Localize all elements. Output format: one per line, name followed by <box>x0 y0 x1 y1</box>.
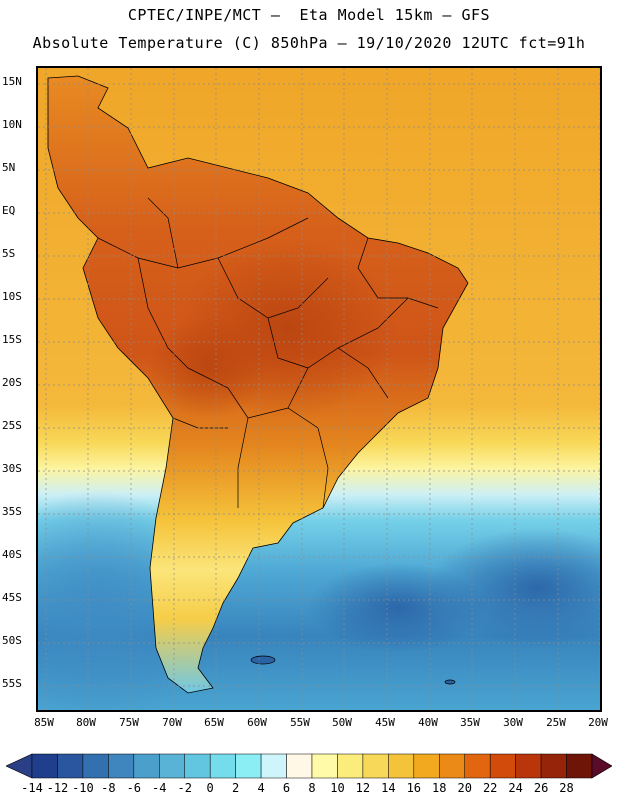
longitude-label: 50W <box>332 716 352 729</box>
cold-atlantic-zone-2 <box>308 563 488 653</box>
colorbar-cell <box>388 753 415 779</box>
longitude-label: 60W <box>247 716 267 729</box>
colorbar-label: 6 <box>282 781 291 795</box>
colorbar-label: 2 <box>232 781 240 795</box>
colorbar-cell <box>209 753 236 779</box>
colorbar-cell <box>235 753 262 779</box>
colorbar-high-arrow <box>591 753 612 779</box>
longitude-label: 45W <box>375 716 395 729</box>
colorbar-label: -8 <box>101 781 116 795</box>
colorbar-label: -14 <box>21 781 43 795</box>
colorbar-label: 4 <box>257 781 265 795</box>
longitude-label: 25W <box>546 716 566 729</box>
falkland-islands <box>250 655 276 665</box>
lat-lon-grid <box>38 68 600 710</box>
colorbar-cell <box>57 753 84 779</box>
colorbar-cell <box>540 753 567 779</box>
colorbar-label: 18 <box>432 781 447 795</box>
colorbar-cell <box>566 753 593 779</box>
latitude-label: EQ <box>2 204 16 217</box>
colorbar-label: 24 <box>508 781 523 795</box>
latitude-label: 5N <box>2 161 16 174</box>
longitude-label: 40W <box>418 716 438 729</box>
colorbar-label: -6 <box>126 781 142 795</box>
colorbar-cell <box>439 753 465 779</box>
colorbar-cell <box>82 753 109 779</box>
south-georgia-island <box>444 679 456 685</box>
colorbar-label: 16 <box>406 781 422 795</box>
latitude-label: 15N <box>2 75 22 88</box>
latitude-label: 50S <box>2 634 22 647</box>
latitude-label: 15S <box>2 333 22 346</box>
color-legend <box>6 753 612 779</box>
latitude-label: 45S <box>2 591 22 604</box>
colorbar-label: 22 <box>482 781 498 795</box>
colorbar-cell <box>337 753 364 779</box>
colorbar-label: 8 <box>308 781 316 795</box>
colorbar-label: 12 <box>355 781 371 795</box>
latitude-label: 5S <box>2 247 16 260</box>
colorbar-cell <box>260 753 287 779</box>
colorbar-cell <box>286 753 313 779</box>
longitude-label: 70W <box>162 716 182 729</box>
colorbar-label: -10 <box>72 781 94 795</box>
colorbar-label: 26 <box>533 781 549 795</box>
colorbar-cell <box>159 753 185 779</box>
colorbar-cell <box>464 753 491 779</box>
longitude-label: 35W <box>460 716 480 729</box>
colorbar-label: -12 <box>46 781 69 795</box>
colorbar-cell <box>133 753 160 779</box>
longitude-label: 20W <box>588 716 608 729</box>
colorbar-cell <box>515 753 542 779</box>
latitude-label: 20S <box>2 376 22 389</box>
longitude-label: 80W <box>76 716 96 729</box>
colorbar-label: 14 <box>381 781 396 795</box>
colorbar-label: -2 <box>177 781 192 795</box>
temperature-map <box>38 68 600 710</box>
colorbar-cell <box>184 753 211 779</box>
latitude-label: 10S <box>2 290 22 303</box>
latitude-label: 25S <box>2 419 22 432</box>
latitude-label: 40S <box>2 548 22 561</box>
hot-zone-bolivia <box>148 318 268 418</box>
longitude-label: 65W <box>204 716 224 729</box>
longitude-label: 55W <box>290 716 310 729</box>
colorbar-label: 0 <box>206 781 214 795</box>
colorbar-label: 28 <box>559 781 574 795</box>
latitude-label: 35S <box>2 505 22 518</box>
longitude-label: 85W <box>34 716 54 729</box>
map-frame <box>36 66 602 712</box>
title-line-1: CPTEC/INPE/MCT – Eta Model 15km – GFS <box>127 6 491 24</box>
colorbar-low-arrow <box>6 753 33 779</box>
colorbar-label: -4 <box>152 781 167 795</box>
colorbar-cell <box>311 753 338 779</box>
colorbar-cell <box>489 753 516 779</box>
colorbar-cell <box>413 753 440 779</box>
longitude-label: 30W <box>503 716 523 729</box>
longitude-label: 75W <box>119 716 139 729</box>
latitude-label: 10N <box>2 118 22 131</box>
colorbar-label: 20 <box>457 781 472 795</box>
colorbar-label: 10 <box>330 781 345 795</box>
latitude-label: 30S <box>2 462 22 475</box>
colorbar-cell <box>108 753 135 779</box>
title-line-2: Absolute Temperature (C) 850hPa – 19/10/… <box>32 34 586 52</box>
latitude-label: 55S <box>2 677 22 690</box>
colorbar-cell <box>362 753 389 779</box>
colorbar-cell <box>31 753 58 779</box>
